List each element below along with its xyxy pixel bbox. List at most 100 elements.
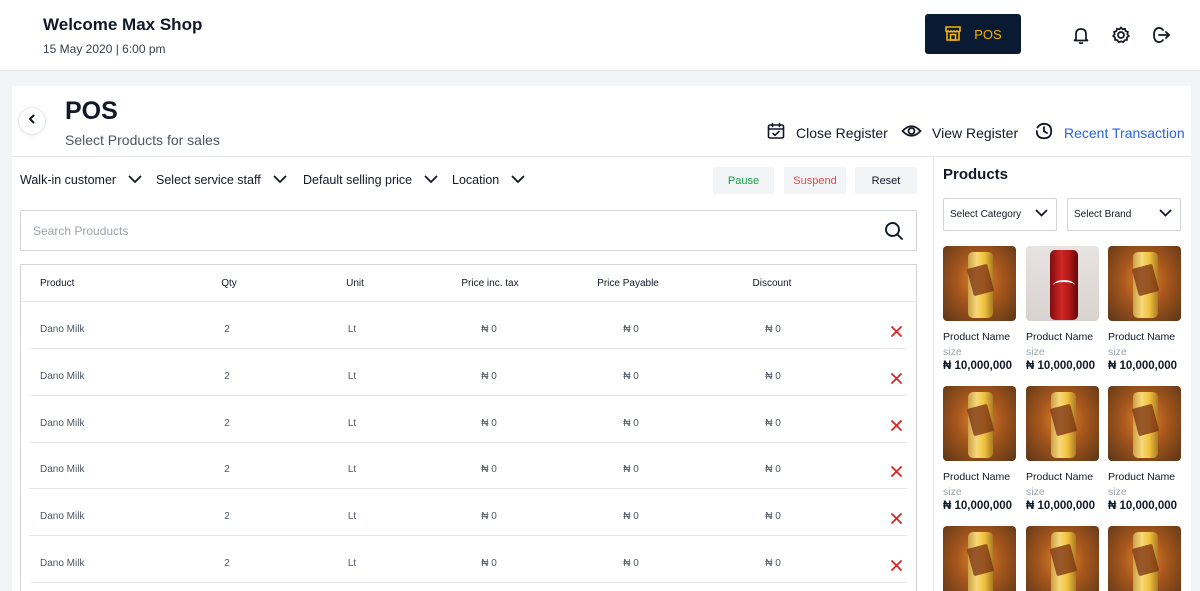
product-image (943, 386, 1016, 461)
chevron-down-icon (1159, 209, 1172, 220)
reset-button[interactable]: Reset (855, 167, 917, 194)
close-register-button[interactable]: Close Register (766, 121, 888, 144)
cell-discount: ₦ 0 (765, 371, 781, 382)
header-product: Product (40, 278, 75, 289)
product-card[interactable] (1026, 526, 1102, 591)
product-card[interactable]: Product Name size ₦ 10,000,000 (1108, 386, 1184, 512)
product-image (1026, 386, 1099, 461)
product-image (943, 526, 1016, 591)
page-subtitle: Select Products for sales (65, 132, 220, 148)
header-discount: Discount (752, 278, 792, 289)
delete-icon[interactable] (891, 558, 902, 576)
product-size: size (1108, 486, 1127, 498)
table-row[interactable]: Dano Milk 2 Lt ₦ 0 ₦ 0 ₦ 0 (30, 442, 907, 489)
cell-discount: ₦ 0 (765, 324, 781, 335)
product-price: ₦ 10,000,000 (1026, 500, 1096, 512)
cell-price-payable: ₦ 0 (623, 464, 639, 475)
recent-transaction-label: Recent Transaction (1064, 124, 1185, 141)
chevron-down-icon (424, 173, 438, 187)
pos-button[interactable]: POS (925, 14, 1021, 54)
cell-price-inc-tax: ₦ 0 (481, 558, 497, 569)
cell-price-inc-tax: ₦ 0 (481, 324, 497, 335)
pause-button[interactable]: Pause (713, 167, 774, 194)
location-dropdown-label: Location (452, 173, 500, 187)
product-search (20, 210, 917, 251)
header-unit: Unit (346, 278, 364, 289)
cell-product: Dano Milk (40, 371, 85, 382)
suspend-button[interactable]: Suspend (784, 167, 846, 194)
cell-unit: Lt (347, 371, 357, 382)
selling-price-dropdown[interactable]: Default selling price (303, 173, 438, 187)
product-price: ₦ 10,000,000 (1026, 360, 1096, 372)
product-size: size (1026, 486, 1045, 498)
product-price: ₦ 10,000,000 (943, 500, 1013, 512)
service-staff-dropdown[interactable]: Select service staff (156, 173, 287, 187)
product-size: size (1108, 346, 1127, 358)
product-image (943, 246, 1016, 321)
table-row[interactable]: Dano Milk 2 Lt ₦ 0 ₦ 0 ₦ 0 (30, 489, 907, 536)
welcome-title: Welcome Max Shop (43, 15, 203, 34)
table-row[interactable]: Dano Milk 2 Lt ₦ 0 ₦ 0 ₦ 0 (30, 302, 907, 349)
product-card[interactable] (1108, 526, 1184, 591)
chevron-down-icon (128, 173, 142, 187)
gear-icon[interactable] (1110, 24, 1132, 46)
pos-card: POS Select Products for sales Close Regi… (12, 86, 1191, 591)
product-card[interactable]: Product Name size ₦ 10,000,000 (1108, 246, 1184, 372)
category-select-label: Select Category (950, 209, 1022, 220)
header-divider (12, 156, 1191, 157)
product-image (1026, 246, 1099, 321)
cell-unit: Lt (347, 418, 357, 429)
brand-select[interactable]: Select Brand (1067, 198, 1181, 231)
cell-discount: ₦ 0 (765, 464, 781, 475)
product-image (1026, 526, 1099, 591)
header-qty: Qty (221, 278, 237, 289)
product-name: Product Name (943, 471, 1011, 483)
table-row[interactable]: Dano Milk 2 Lt ₦ 0 ₦ 0 ₦ 0 (30, 536, 907, 583)
cell-price-inc-tax: ₦ 0 (481, 464, 497, 475)
table-header: Product Qty Unit Price inc. tax Price Pa… (21, 265, 916, 302)
cell-qty: 2 (224, 324, 230, 335)
product-card[interactable]: Product Name size ₦ 10,000,000 (943, 246, 1019, 372)
delete-icon[interactable] (891, 371, 902, 389)
close-register-label: Close Register (796, 124, 888, 141)
category-select[interactable]: Select Category (943, 198, 1057, 231)
page-title: POS (65, 97, 118, 125)
product-image (1108, 386, 1181, 461)
search-icon[interactable] (884, 221, 904, 246)
products-title: Products (943, 166, 1009, 183)
cell-qty: 2 (224, 371, 230, 382)
delete-icon[interactable] (891, 511, 902, 529)
cell-qty: 2 (224, 418, 230, 429)
product-card[interactable] (943, 526, 1019, 591)
delete-icon[interactable] (891, 464, 902, 482)
product-name: Product Name (943, 331, 1011, 343)
delete-icon[interactable] (891, 418, 902, 436)
table-row[interactable]: Dano Milk 2 Lt ₦ 0 ₦ 0 ₦ 0 (30, 349, 907, 396)
view-register-button[interactable]: View Register (901, 121, 1018, 144)
product-name: Product Name (1108, 331, 1176, 343)
product-image (1108, 246, 1181, 321)
product-price: ₦ 10,000,000 (1108, 360, 1178, 372)
chevron-down-icon (1035, 209, 1048, 220)
location-dropdown[interactable]: Location (452, 173, 525, 187)
delete-icon[interactable] (891, 324, 902, 342)
header-price-payable: Price Payable (597, 278, 659, 289)
cell-price-inc-tax: ₦ 0 (481, 418, 497, 429)
cell-product: Dano Milk (40, 324, 85, 335)
cell-discount: ₦ 0 (765, 418, 781, 429)
product-size: size (1026, 346, 1045, 358)
product-size: size (943, 486, 962, 498)
product-card[interactable]: Product Name size ₦ 10,000,000 (1026, 386, 1102, 512)
back-button[interactable] (19, 108, 45, 134)
search-input[interactable] (33, 211, 873, 250)
bell-icon[interactable] (1070, 24, 1092, 46)
logout-icon[interactable] (1150, 24, 1172, 46)
cell-product: Dano Milk (40, 511, 85, 522)
product-card[interactable]: Product Name size ₦ 10,000,000 (943, 386, 1019, 512)
product-card[interactable]: Product Name size ₦ 10,000,000 (1026, 246, 1102, 372)
top-bar: Welcome Max Shop 15 May 2020 | 6:00 pm P… (0, 0, 1200, 71)
customer-dropdown[interactable]: Walk-in customer (20, 173, 142, 187)
customer-dropdown-label: Walk-in customer (20, 173, 117, 187)
table-row[interactable]: Dano Milk 2 Lt ₦ 0 ₦ 0 ₦ 0 (30, 396, 907, 443)
recent-transaction-button[interactable]: Recent Transaction (1034, 121, 1185, 144)
